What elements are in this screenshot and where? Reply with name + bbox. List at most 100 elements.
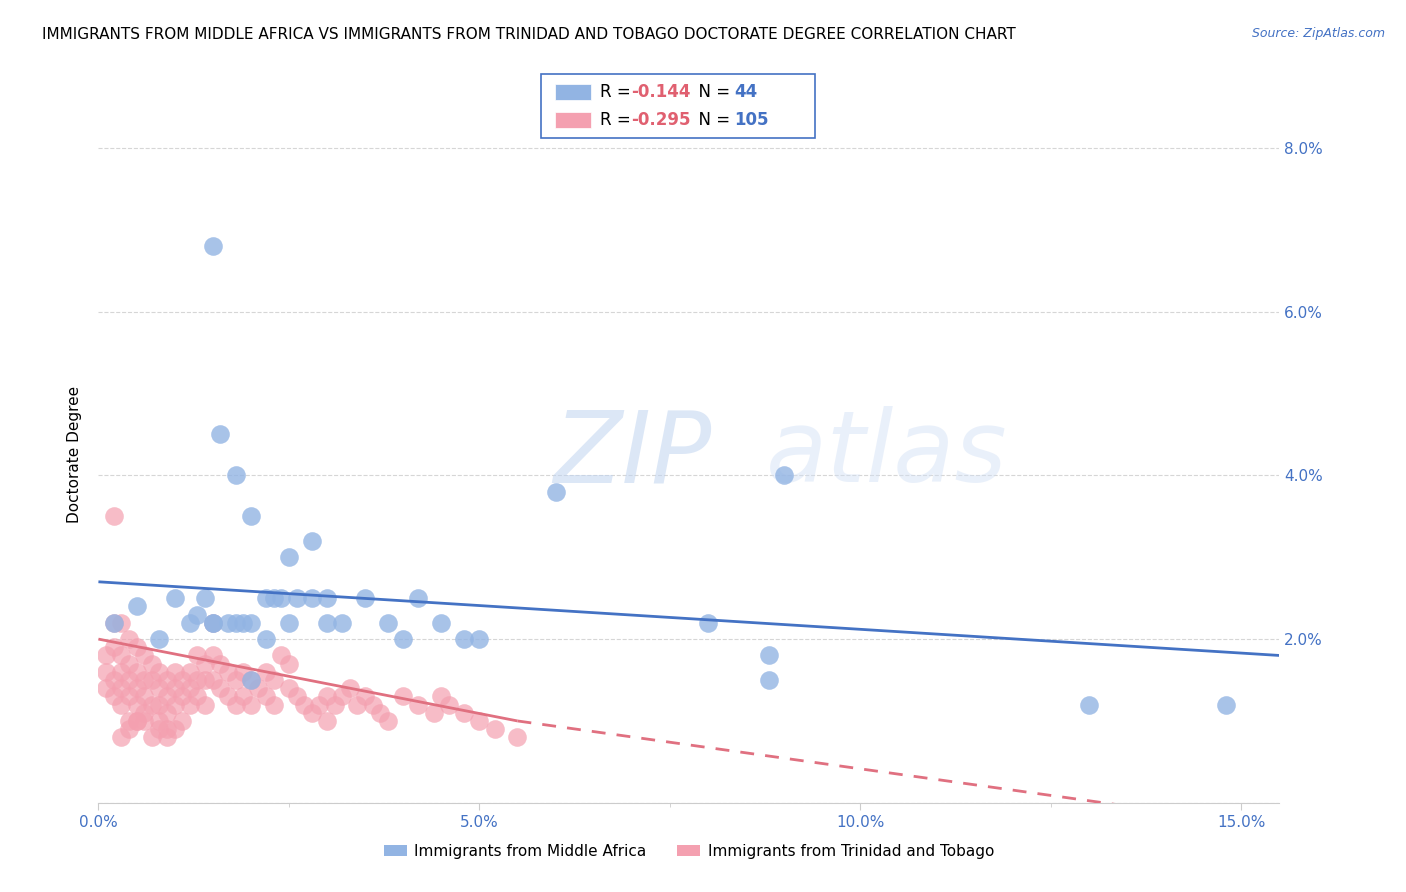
Point [194,698,217,712]
Point [156,706,179,720]
Point [285,690,308,704]
Point [141,698,163,712]
Point [301,591,323,606]
Point [134,706,156,720]
Text: Source: ZipAtlas.com: Source: ZipAtlas.com [1251,27,1385,40]
Point [301,533,323,548]
Point [134,673,156,687]
Point [125,698,148,712]
Point [186,690,208,704]
Point [201,615,224,630]
Point [544,484,567,499]
Point [125,665,148,679]
Point [1078,698,1101,712]
Point [453,632,475,646]
Point [277,615,299,630]
Point [217,665,239,679]
Point [217,615,239,630]
Point [263,673,285,687]
Point [330,690,353,704]
Point [194,673,217,687]
Point [125,599,148,614]
Point [225,673,247,687]
Point [392,690,415,704]
Point [232,690,254,704]
Point [254,591,277,606]
Point [484,722,506,736]
Point [103,615,125,630]
Point [247,681,270,696]
Point [118,673,141,687]
Point [172,690,194,704]
Text: -0.295: -0.295 [631,112,690,129]
Point [103,690,125,704]
Point [301,706,323,720]
Point [277,681,299,696]
Point [94,681,117,696]
Text: N =: N = [688,112,735,129]
Point [163,698,186,712]
Point [316,615,339,630]
Point [316,690,339,704]
Point [156,690,179,704]
Point [239,698,262,712]
Point [758,673,780,687]
Point [94,648,117,663]
Point [225,615,247,630]
Point [110,681,132,696]
Point [148,665,170,679]
Point [239,509,262,524]
Point [232,665,254,679]
Legend: Immigrants from Middle Africa, Immigrants from Trinidad and Tobago: Immigrants from Middle Africa, Immigrant… [378,838,1000,864]
Point [239,673,262,687]
Point [316,714,339,728]
Point [148,632,170,646]
Point [361,698,384,712]
Text: ZIP: ZIP [553,407,711,503]
Point [370,706,392,720]
Point [163,722,186,736]
Text: 105: 105 [734,112,769,129]
Point [430,615,453,630]
Point [430,690,453,704]
Point [134,714,156,728]
Point [118,657,141,671]
Point [179,665,201,679]
Point [186,607,208,622]
Point [141,657,163,671]
Point [118,722,141,736]
Point [110,731,132,745]
Text: 44: 44 [734,83,758,101]
Point [323,698,346,712]
Point [134,690,156,704]
Point [179,698,201,712]
Point [758,648,780,663]
Point [239,673,262,687]
Point [103,673,125,687]
Point [277,657,299,671]
Point [697,615,720,630]
Point [118,690,141,704]
Point [163,681,186,696]
Text: atlas: atlas [766,407,1007,503]
Point [453,706,475,720]
Point [225,698,247,712]
Point [125,714,148,728]
Point [156,722,179,736]
Point [254,632,277,646]
Point [506,731,529,745]
Point [103,640,125,655]
Point [163,591,186,606]
Point [254,665,277,679]
Point [194,657,217,671]
Point [354,591,377,606]
Point [225,468,247,483]
Text: IMMIGRANTS FROM MIDDLE AFRICA VS IMMIGRANTS FROM TRINIDAD AND TOBAGO DOCTORATE D: IMMIGRANTS FROM MIDDLE AFRICA VS IMMIGRA… [42,27,1017,42]
Point [148,722,170,736]
Point [330,615,353,630]
Point [172,673,194,687]
Text: R =: R = [600,112,637,129]
Point [292,698,315,712]
Point [110,698,132,712]
Point [103,509,125,524]
